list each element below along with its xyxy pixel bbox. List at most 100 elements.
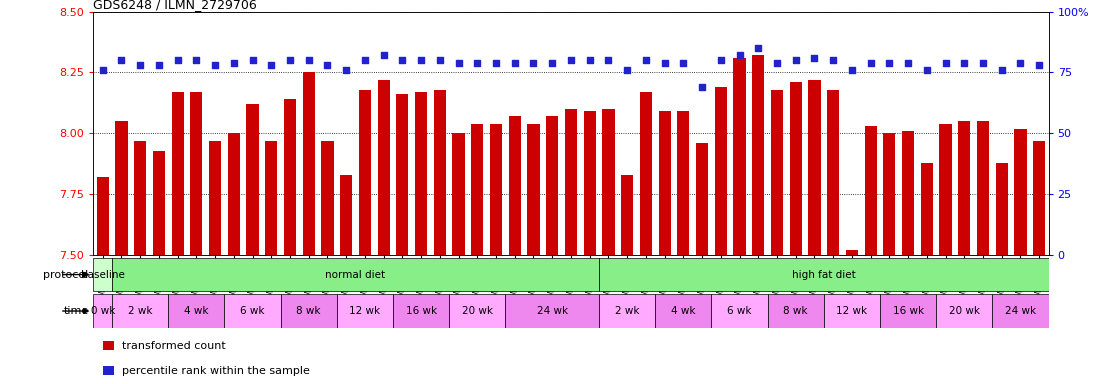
Point [544, 60, 561, 66]
Point [94, 67, 112, 73]
Point [881, 60, 898, 66]
Point [899, 60, 917, 66]
Point [656, 60, 673, 66]
Point [955, 60, 973, 66]
Bar [303, 73, 315, 255]
FancyBboxPatch shape [224, 295, 281, 328]
Text: high fat diet: high fat diet [792, 270, 855, 280]
Bar [1033, 141, 1045, 255]
Text: 2 wk: 2 wk [615, 306, 639, 316]
Point [113, 57, 131, 63]
Bar [209, 141, 221, 255]
Bar [340, 175, 352, 255]
Point [918, 67, 935, 73]
Point [787, 57, 805, 63]
Bar [103, 366, 114, 375]
FancyBboxPatch shape [112, 258, 600, 291]
Bar [789, 82, 802, 255]
Bar [266, 141, 278, 255]
FancyBboxPatch shape [824, 295, 879, 328]
Bar [490, 124, 502, 255]
Bar [359, 89, 371, 255]
Bar [808, 80, 820, 255]
Bar [752, 55, 764, 255]
Bar [564, 109, 578, 255]
Point [356, 57, 373, 63]
Point [413, 57, 430, 63]
Bar [845, 250, 858, 255]
FancyBboxPatch shape [600, 295, 656, 328]
Point [262, 62, 280, 68]
Text: 24 wk: 24 wk [1005, 306, 1037, 316]
Bar [190, 92, 202, 255]
Text: 2 wk: 2 wk [127, 306, 153, 316]
Point [750, 45, 768, 51]
Text: time: time [64, 306, 89, 316]
Point [693, 84, 710, 90]
Bar [546, 116, 558, 255]
Point [806, 55, 824, 61]
Point [318, 62, 336, 68]
Point [206, 62, 224, 68]
Point [674, 60, 692, 66]
Text: 6 wk: 6 wk [240, 306, 265, 316]
FancyBboxPatch shape [393, 295, 449, 328]
Bar [471, 124, 483, 255]
Text: 16 wk: 16 wk [893, 306, 923, 316]
Bar [959, 121, 971, 255]
Bar [883, 133, 896, 255]
Text: 4 wk: 4 wk [671, 306, 696, 316]
Bar [696, 143, 708, 255]
Point [300, 57, 317, 63]
Bar [940, 124, 952, 255]
Bar [171, 92, 183, 255]
Point [600, 57, 617, 63]
Point [937, 60, 954, 66]
Bar [677, 111, 690, 255]
Point [393, 57, 411, 63]
Point [150, 62, 168, 68]
Point [562, 57, 580, 63]
Bar [396, 94, 408, 255]
Bar [621, 175, 634, 255]
Point [169, 57, 187, 63]
FancyBboxPatch shape [505, 295, 600, 328]
FancyBboxPatch shape [937, 295, 993, 328]
FancyBboxPatch shape [337, 295, 393, 328]
Bar [322, 141, 334, 255]
Bar [115, 121, 127, 255]
Bar [508, 116, 520, 255]
Bar [603, 109, 615, 255]
Bar [434, 89, 446, 255]
Text: 24 wk: 24 wk [537, 306, 568, 316]
Bar [103, 341, 114, 350]
Point [450, 60, 468, 66]
Bar [1015, 129, 1027, 255]
Point [506, 60, 524, 66]
Point [281, 57, 299, 63]
Point [825, 57, 842, 63]
Text: 4 wk: 4 wk [184, 306, 209, 316]
Point [1011, 60, 1029, 66]
Text: percentile rank within the sample: percentile rank within the sample [122, 366, 310, 376]
Text: 12 wk: 12 wk [349, 306, 381, 316]
Bar [527, 124, 539, 255]
Point [374, 52, 392, 58]
Point [244, 57, 261, 63]
Bar [659, 111, 671, 255]
FancyBboxPatch shape [281, 295, 337, 328]
Text: normal diet: normal diet [325, 270, 385, 280]
Bar [771, 89, 783, 255]
Bar [977, 121, 989, 255]
Point [1030, 62, 1047, 68]
FancyBboxPatch shape [168, 295, 224, 328]
Bar [452, 133, 464, 255]
Bar [864, 126, 876, 255]
Bar [584, 111, 596, 255]
Bar [640, 92, 652, 255]
Text: transformed count: transformed count [122, 341, 226, 351]
Point [862, 60, 879, 66]
Bar [246, 104, 259, 255]
FancyBboxPatch shape [112, 295, 168, 328]
FancyBboxPatch shape [449, 295, 505, 328]
